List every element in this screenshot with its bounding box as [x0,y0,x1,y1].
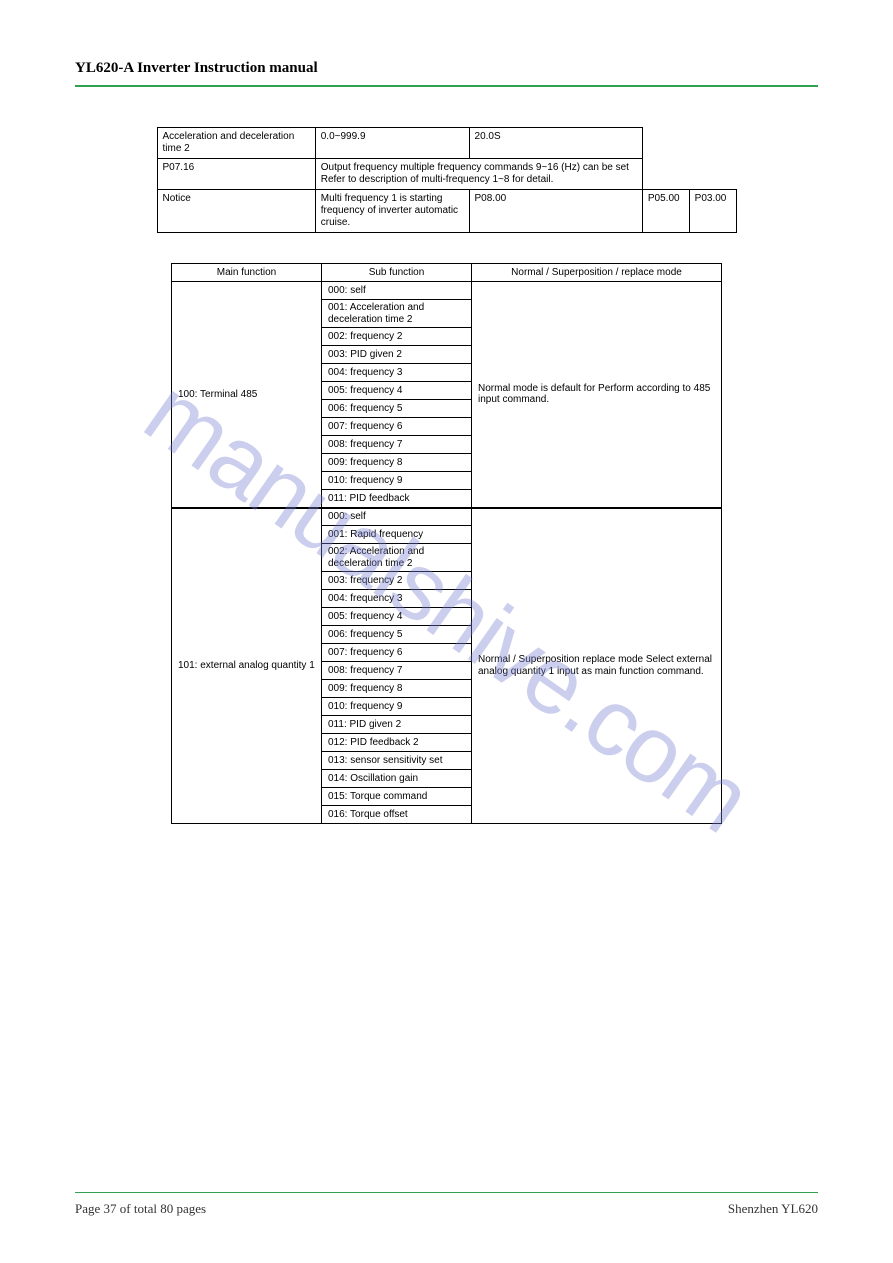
sub-function-cell: 008: frequency 7 [322,436,472,454]
cell: 20.0S [469,128,642,159]
main-function-cell: 100: Terminal 485 [172,282,322,508]
table-row: Notice Multi frequency 1 is starting fre… [157,190,736,233]
sub-function-cell: 007: frequency 6 [322,418,472,436]
sub-function-cell: 006: frequency 5 [322,400,472,418]
footer-rule [75,1192,818,1193]
cell: P03.00 [689,190,736,233]
function-mode-table: Main function Sub function Normal / Supe… [171,263,722,824]
sub-function-cell: 016: Torque offset [322,806,472,824]
sub-function-cell: 002: Acceleration and deceleration time … [322,544,472,572]
sub-function-cell: 006: frequency 5 [322,626,472,644]
main-function-cell: 101: external analog quantity 1 [172,508,322,824]
cell: Output frequency multiple frequency comm… [315,159,642,190]
cell: Multi frequency 1 is starting frequency … [315,190,469,233]
sub-function-cell: 001: Rapid frequency [322,526,472,544]
sub-function-cell: 009: frequency 8 [322,454,472,472]
sub-function-cell: 004: frequency 3 [322,364,472,382]
cell: 0.0~999.9 [315,128,469,159]
table-row: 101: external analog quantity 1 000: sel… [172,508,722,526]
sub-function-cell: 009: frequency 8 [322,680,472,698]
parameter-summary-table: Acceleration and deceleration time 2 0.0… [157,127,737,233]
table-row: Acceleration and deceleration time 2 0.0… [157,128,736,159]
column-header: Sub function [322,264,472,282]
sub-function-cell: 003: PID given 2 [322,346,472,364]
sub-function-cell: 014: Oscillation gain [322,770,472,788]
sub-function-cell: 011: PID feedback [322,490,472,508]
column-header: Main function [172,264,322,282]
cell: P08.00 [469,190,642,233]
header-rule [75,85,818,87]
sub-function-cell: 015: Torque command [322,788,472,806]
column-header: Normal / Superposition / replace mode [472,264,722,282]
sub-function-cell: 001: Acceleration and deceleration time … [322,300,472,328]
sub-function-cell: 007: frequency 6 [322,644,472,662]
page-footer: Page 37 of total 80 pages Shenzhen YL620 [75,1201,818,1217]
mode-cell: Normal / Superposition replace mode Sele… [472,508,722,824]
sub-function-cell: 000: self [322,282,472,300]
cell: P07.16 [157,159,315,190]
table-header-row: Main function Sub function Normal / Supe… [172,264,722,282]
sub-function-cell: 011: PID given 2 [322,716,472,734]
sub-function-cell: 004: frequency 3 [322,590,472,608]
sub-function-cell: 002: frequency 2 [322,328,472,346]
table-row: P07.16 Output frequency multiple frequen… [157,159,736,190]
footer-page-number: Page 37 of total 80 pages [75,1201,206,1217]
cell: Notice [157,190,315,233]
sub-function-cell: 010: frequency 9 [322,472,472,490]
mode-cell: Normal mode is default for Perform accor… [472,282,722,508]
sub-function-cell: 000: self [322,508,472,526]
sub-function-cell: 012: PID feedback 2 [322,734,472,752]
sub-function-cell: 008: frequency 7 [322,662,472,680]
page-header-title: YL620-A Inverter Instruction manual [75,60,818,77]
sub-function-cell: 005: frequency 4 [322,608,472,626]
footer-company: Shenzhen YL620 [728,1201,818,1217]
cell: Acceleration and deceleration time 2 [157,128,315,159]
sub-function-cell: 010: frequency 9 [322,698,472,716]
table-row: 100: Terminal 485 000: self Normal mode … [172,282,722,300]
cell: P05.00 [642,190,689,233]
sub-function-cell: 013: sensor sensitivity set [322,752,472,770]
sub-function-cell: 003: frequency 2 [322,572,472,590]
sub-function-cell: 005: frequency 4 [322,382,472,400]
